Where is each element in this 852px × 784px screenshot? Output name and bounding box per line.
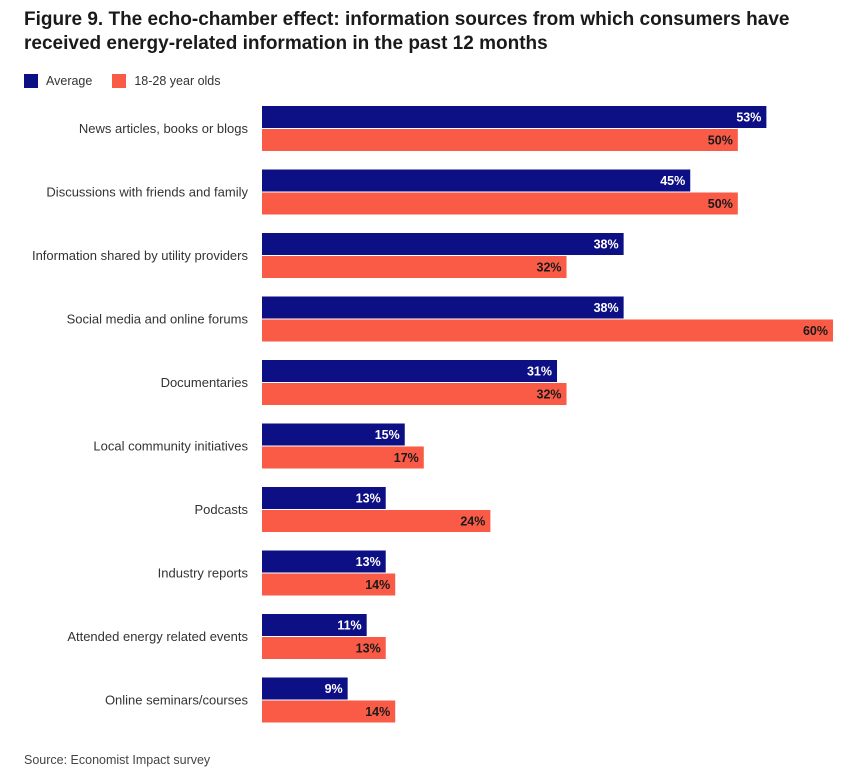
chart-title: Figure 9. The echo-chamber effect: infor…	[24, 9, 790, 54]
value-label-average: 38%	[594, 301, 619, 315]
category-label: Local community initiatives	[93, 439, 248, 454]
category-label: Attended energy related events	[67, 629, 248, 644]
value-label-young: 24%	[460, 515, 485, 529]
bar-young	[262, 510, 491, 532]
legend: Average 18-28 year olds	[24, 74, 241, 88]
bar-young	[262, 573, 396, 596]
bar-average	[262, 423, 405, 446]
value-label-young: 50%	[708, 134, 733, 148]
value-label-average: 9%	[325, 682, 343, 696]
value-label-average: 45%	[660, 174, 685, 188]
value-label-average: 13%	[356, 555, 381, 569]
legend-item-young: 18-28 year olds	[112, 74, 221, 88]
category-label: Podcasts	[195, 502, 249, 517]
bar-young	[262, 319, 833, 342]
category-label: Documentaries	[161, 375, 249, 390]
bar-young	[262, 446, 424, 469]
legend-label-young: 18-28 year olds	[134, 74, 221, 88]
category-label: Discussions with friends and family	[46, 185, 248, 200]
category-label: Social media and online forums	[67, 312, 249, 327]
source-note: Source: Economist Impact survey	[24, 753, 211, 767]
bar-average	[262, 169, 691, 192]
category-label: Online seminars/courses	[105, 693, 249, 708]
bar-young	[262, 700, 396, 723]
bar-average	[262, 677, 348, 700]
value-label-young: 14%	[365, 578, 390, 592]
legend-swatch-average	[24, 74, 38, 88]
value-label-young: 32%	[537, 261, 562, 275]
bar-young	[262, 192, 738, 215]
bar-average	[262, 550, 386, 573]
value-label-average: 15%	[375, 428, 400, 442]
value-label-young: 60%	[803, 324, 828, 338]
bar-average	[262, 106, 767, 128]
legend-item-average: Average	[24, 74, 92, 88]
bar-young	[262, 256, 567, 278]
bar-average	[262, 360, 558, 382]
value-label-young: 13%	[356, 642, 381, 656]
value-label-young: 17%	[394, 451, 419, 465]
bar-average	[262, 614, 367, 636]
value-label-young: 32%	[537, 388, 562, 402]
legend-label-average: Average	[46, 74, 93, 88]
bar-average	[262, 487, 386, 509]
value-label-average: 11%	[337, 619, 361, 633]
legend-swatch-young	[112, 74, 127, 88]
value-label-average: 53%	[736, 111, 761, 125]
bar-young	[262, 383, 567, 405]
value-label-average: 38%	[594, 238, 619, 252]
value-label-young: 50%	[708, 197, 733, 211]
bar-average	[262, 296, 624, 319]
value-label-average: 13%	[356, 492, 381, 506]
value-label-average: 31%	[527, 365, 552, 379]
category-label: News articles, books or blogs	[79, 121, 249, 136]
bar-young	[262, 637, 386, 659]
bar-young	[262, 129, 738, 151]
category-label: Information shared by utility providers	[32, 248, 249, 263]
value-label-young: 14%	[365, 705, 390, 719]
category-label: Industry reports	[158, 566, 249, 581]
bar-average	[262, 233, 624, 255]
